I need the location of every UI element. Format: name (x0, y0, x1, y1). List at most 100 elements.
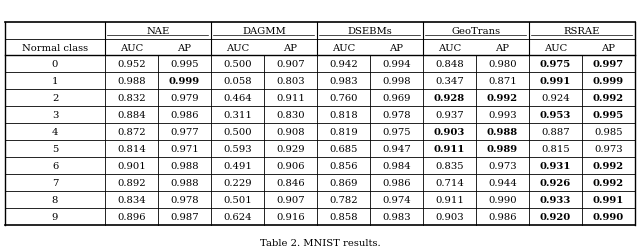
Text: 0.988: 0.988 (117, 77, 146, 86)
Text: 0.714: 0.714 (435, 178, 464, 187)
Text: 0.988: 0.988 (170, 162, 199, 170)
Text: 0.848: 0.848 (435, 60, 464, 69)
Text: 0.500: 0.500 (223, 60, 252, 69)
Text: 0.944: 0.944 (488, 178, 517, 187)
Text: 0.991: 0.991 (540, 77, 571, 86)
Text: 0.983: 0.983 (329, 77, 358, 86)
Text: 0.911: 0.911 (276, 94, 305, 103)
Text: 0.624: 0.624 (223, 212, 252, 221)
Text: 0.973: 0.973 (594, 144, 623, 154)
Text: 0.928: 0.928 (434, 94, 465, 103)
Text: 0.975: 0.975 (540, 60, 571, 69)
Text: 3: 3 (52, 111, 58, 120)
Text: 0.501: 0.501 (223, 195, 252, 204)
Text: 0.834: 0.834 (117, 195, 146, 204)
Text: 0: 0 (52, 60, 58, 69)
Text: Normal class: Normal class (22, 43, 88, 52)
Text: 0.977: 0.977 (170, 128, 199, 137)
Text: 0.058: 0.058 (223, 77, 252, 86)
Text: 0.920: 0.920 (540, 212, 571, 221)
Text: 0.931: 0.931 (540, 162, 571, 170)
Text: 0.993: 0.993 (488, 111, 516, 120)
Text: DAGMM: DAGMM (242, 26, 286, 36)
Text: 0.884: 0.884 (117, 111, 146, 120)
Text: 1: 1 (52, 77, 58, 86)
Text: 0.858: 0.858 (329, 212, 358, 221)
Text: 0.998: 0.998 (382, 77, 411, 86)
Text: 0.974: 0.974 (382, 195, 411, 204)
Text: 0.782: 0.782 (329, 195, 358, 204)
Text: 7: 7 (52, 178, 58, 187)
Text: 0.995: 0.995 (593, 111, 624, 120)
Text: 0.924: 0.924 (541, 94, 570, 103)
Text: 0.926: 0.926 (540, 178, 571, 187)
Text: 0.986: 0.986 (382, 178, 411, 187)
Text: 0.871: 0.871 (488, 77, 516, 86)
Text: 4: 4 (52, 128, 58, 137)
Text: 0.990: 0.990 (593, 212, 624, 221)
Text: 0.980: 0.980 (488, 60, 516, 69)
Text: 0.992: 0.992 (593, 94, 624, 103)
Text: 0.685: 0.685 (329, 144, 358, 154)
Text: 0.832: 0.832 (117, 94, 146, 103)
Text: 0.907: 0.907 (276, 195, 305, 204)
Text: 2: 2 (52, 94, 58, 103)
Text: 0.347: 0.347 (435, 77, 464, 86)
Text: 9: 9 (52, 212, 58, 221)
Text: 0.969: 0.969 (382, 94, 411, 103)
Text: 0.933: 0.933 (540, 195, 571, 204)
Text: 0.992: 0.992 (487, 94, 518, 103)
Text: 0.814: 0.814 (117, 144, 146, 154)
Text: AUC: AUC (226, 43, 249, 52)
Text: 0.911: 0.911 (435, 195, 464, 204)
Text: 0.916: 0.916 (276, 212, 305, 221)
Text: 0.984: 0.984 (382, 162, 411, 170)
Text: AP: AP (602, 43, 616, 52)
Text: 6: 6 (52, 162, 58, 170)
Text: 0.760: 0.760 (329, 94, 358, 103)
Text: 0.500: 0.500 (223, 128, 252, 137)
Text: 0.973: 0.973 (488, 162, 516, 170)
Text: AUC: AUC (332, 43, 355, 52)
Text: 0.986: 0.986 (170, 111, 198, 120)
Text: 0.937: 0.937 (435, 111, 464, 120)
Text: AUC: AUC (438, 43, 461, 52)
Text: 0.908: 0.908 (276, 128, 305, 137)
Text: 0.903: 0.903 (434, 128, 465, 137)
Text: AP: AP (389, 43, 403, 52)
Text: 0.872: 0.872 (117, 128, 146, 137)
Text: 0.987: 0.987 (170, 212, 199, 221)
Text: 0.988: 0.988 (170, 178, 199, 187)
Text: 0.999: 0.999 (169, 77, 200, 86)
Text: GeoTrans: GeoTrans (451, 26, 500, 36)
Text: 0.999: 0.999 (593, 77, 624, 86)
Text: 0.992: 0.992 (593, 178, 624, 187)
Text: 0.995: 0.995 (170, 60, 199, 69)
Text: 0.887: 0.887 (541, 128, 570, 137)
Text: AP: AP (177, 43, 191, 52)
Text: 0.947: 0.947 (382, 144, 411, 154)
Text: 0.979: 0.979 (170, 94, 199, 103)
Text: 0.952: 0.952 (117, 60, 146, 69)
Text: 0.929: 0.929 (276, 144, 305, 154)
Text: 0.907: 0.907 (276, 60, 305, 69)
Text: 0.971: 0.971 (170, 144, 199, 154)
Text: 5: 5 (52, 144, 58, 154)
Text: 0.985: 0.985 (594, 128, 623, 137)
Text: AP: AP (495, 43, 509, 52)
Text: AUC: AUC (120, 43, 143, 52)
Text: 8: 8 (52, 195, 58, 204)
Text: 0.815: 0.815 (541, 144, 570, 154)
Text: 0.491: 0.491 (223, 162, 252, 170)
Text: 0.593: 0.593 (223, 144, 252, 154)
Text: AP: AP (284, 43, 298, 52)
Text: 0.942: 0.942 (329, 60, 358, 69)
Text: 0.975: 0.975 (382, 128, 411, 137)
Text: 0.229: 0.229 (223, 178, 252, 187)
Text: 0.988: 0.988 (487, 128, 518, 137)
Text: 0.464: 0.464 (223, 94, 252, 103)
Text: 0.835: 0.835 (435, 162, 464, 170)
Text: 0.818: 0.818 (329, 111, 358, 120)
Text: DSEBMs: DSEBMs (348, 26, 392, 36)
Text: 0.819: 0.819 (329, 128, 358, 137)
